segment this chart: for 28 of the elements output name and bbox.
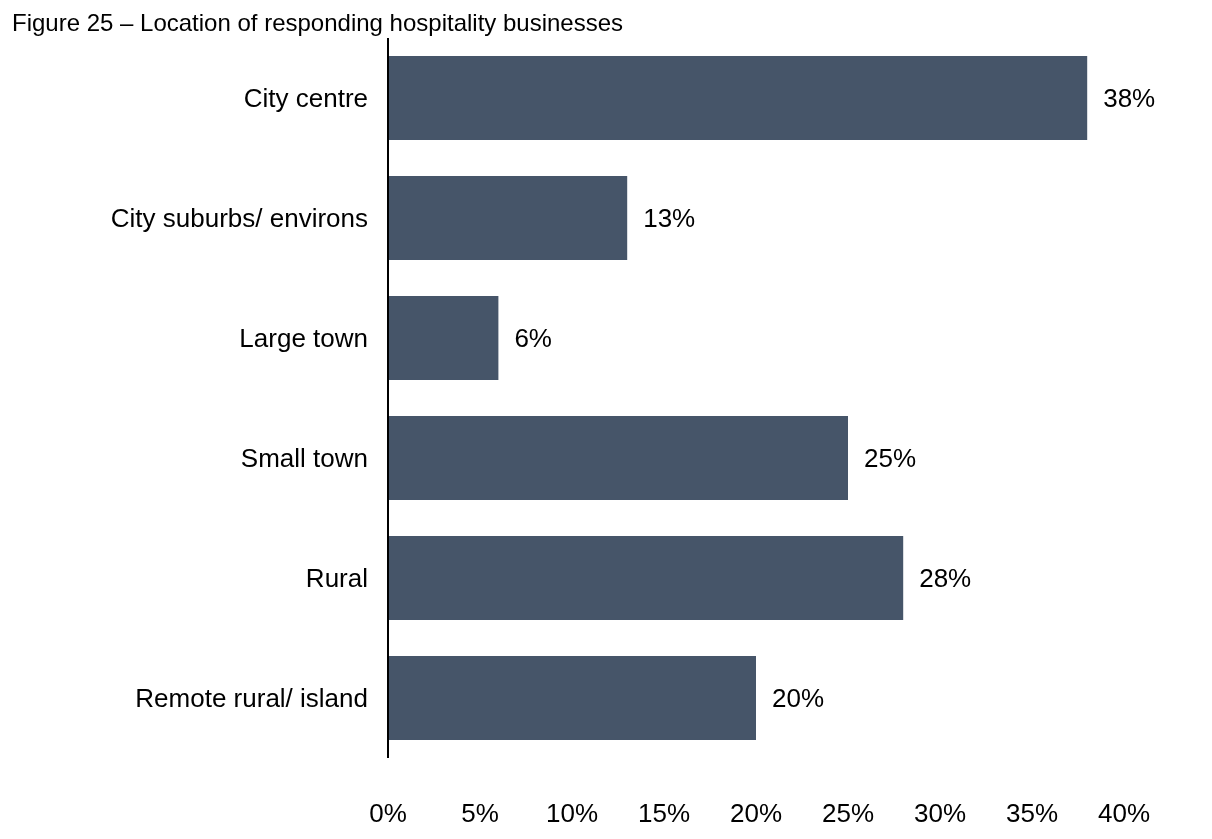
y-tick-label: Rural (305, 563, 368, 594)
y-tick-label: Large town (239, 323, 368, 354)
y-tick-label: Small town (240, 443, 368, 474)
bar (388, 656, 756, 740)
y-tick-label: City centre (243, 83, 368, 114)
data-label: 6% (514, 323, 552, 354)
data-label: 13% (643, 203, 696, 234)
y-tick-label: City suburbs/ environs (110, 203, 368, 234)
y-tick-label: Remote rural/ island (135, 683, 368, 714)
x-tick-label: 15% (637, 798, 691, 829)
x-tick-label: 30% (913, 798, 967, 829)
data-label: 25% (864, 443, 917, 474)
data-label: 38% (1103, 83, 1156, 114)
x-tick-label: 5% (461, 798, 499, 829)
bar (388, 56, 1088, 140)
x-tick-label: 0% (369, 798, 407, 829)
bar (388, 176, 628, 260)
data-label: 28% (919, 563, 972, 594)
x-tick-label: 35% (1005, 798, 1059, 829)
data-label: 20% (772, 683, 825, 714)
chart-title: Figure 25 – Location of responding hospitality businesses (11, 8, 625, 38)
x-tick-label: 20% (729, 798, 783, 829)
x-tick-label: 10% (545, 798, 599, 829)
bar (388, 536, 904, 620)
bar (388, 296, 499, 380)
bar (388, 416, 848, 500)
x-tick-label: 25% (821, 798, 875, 829)
x-tick-label: 40% (1097, 798, 1151, 829)
